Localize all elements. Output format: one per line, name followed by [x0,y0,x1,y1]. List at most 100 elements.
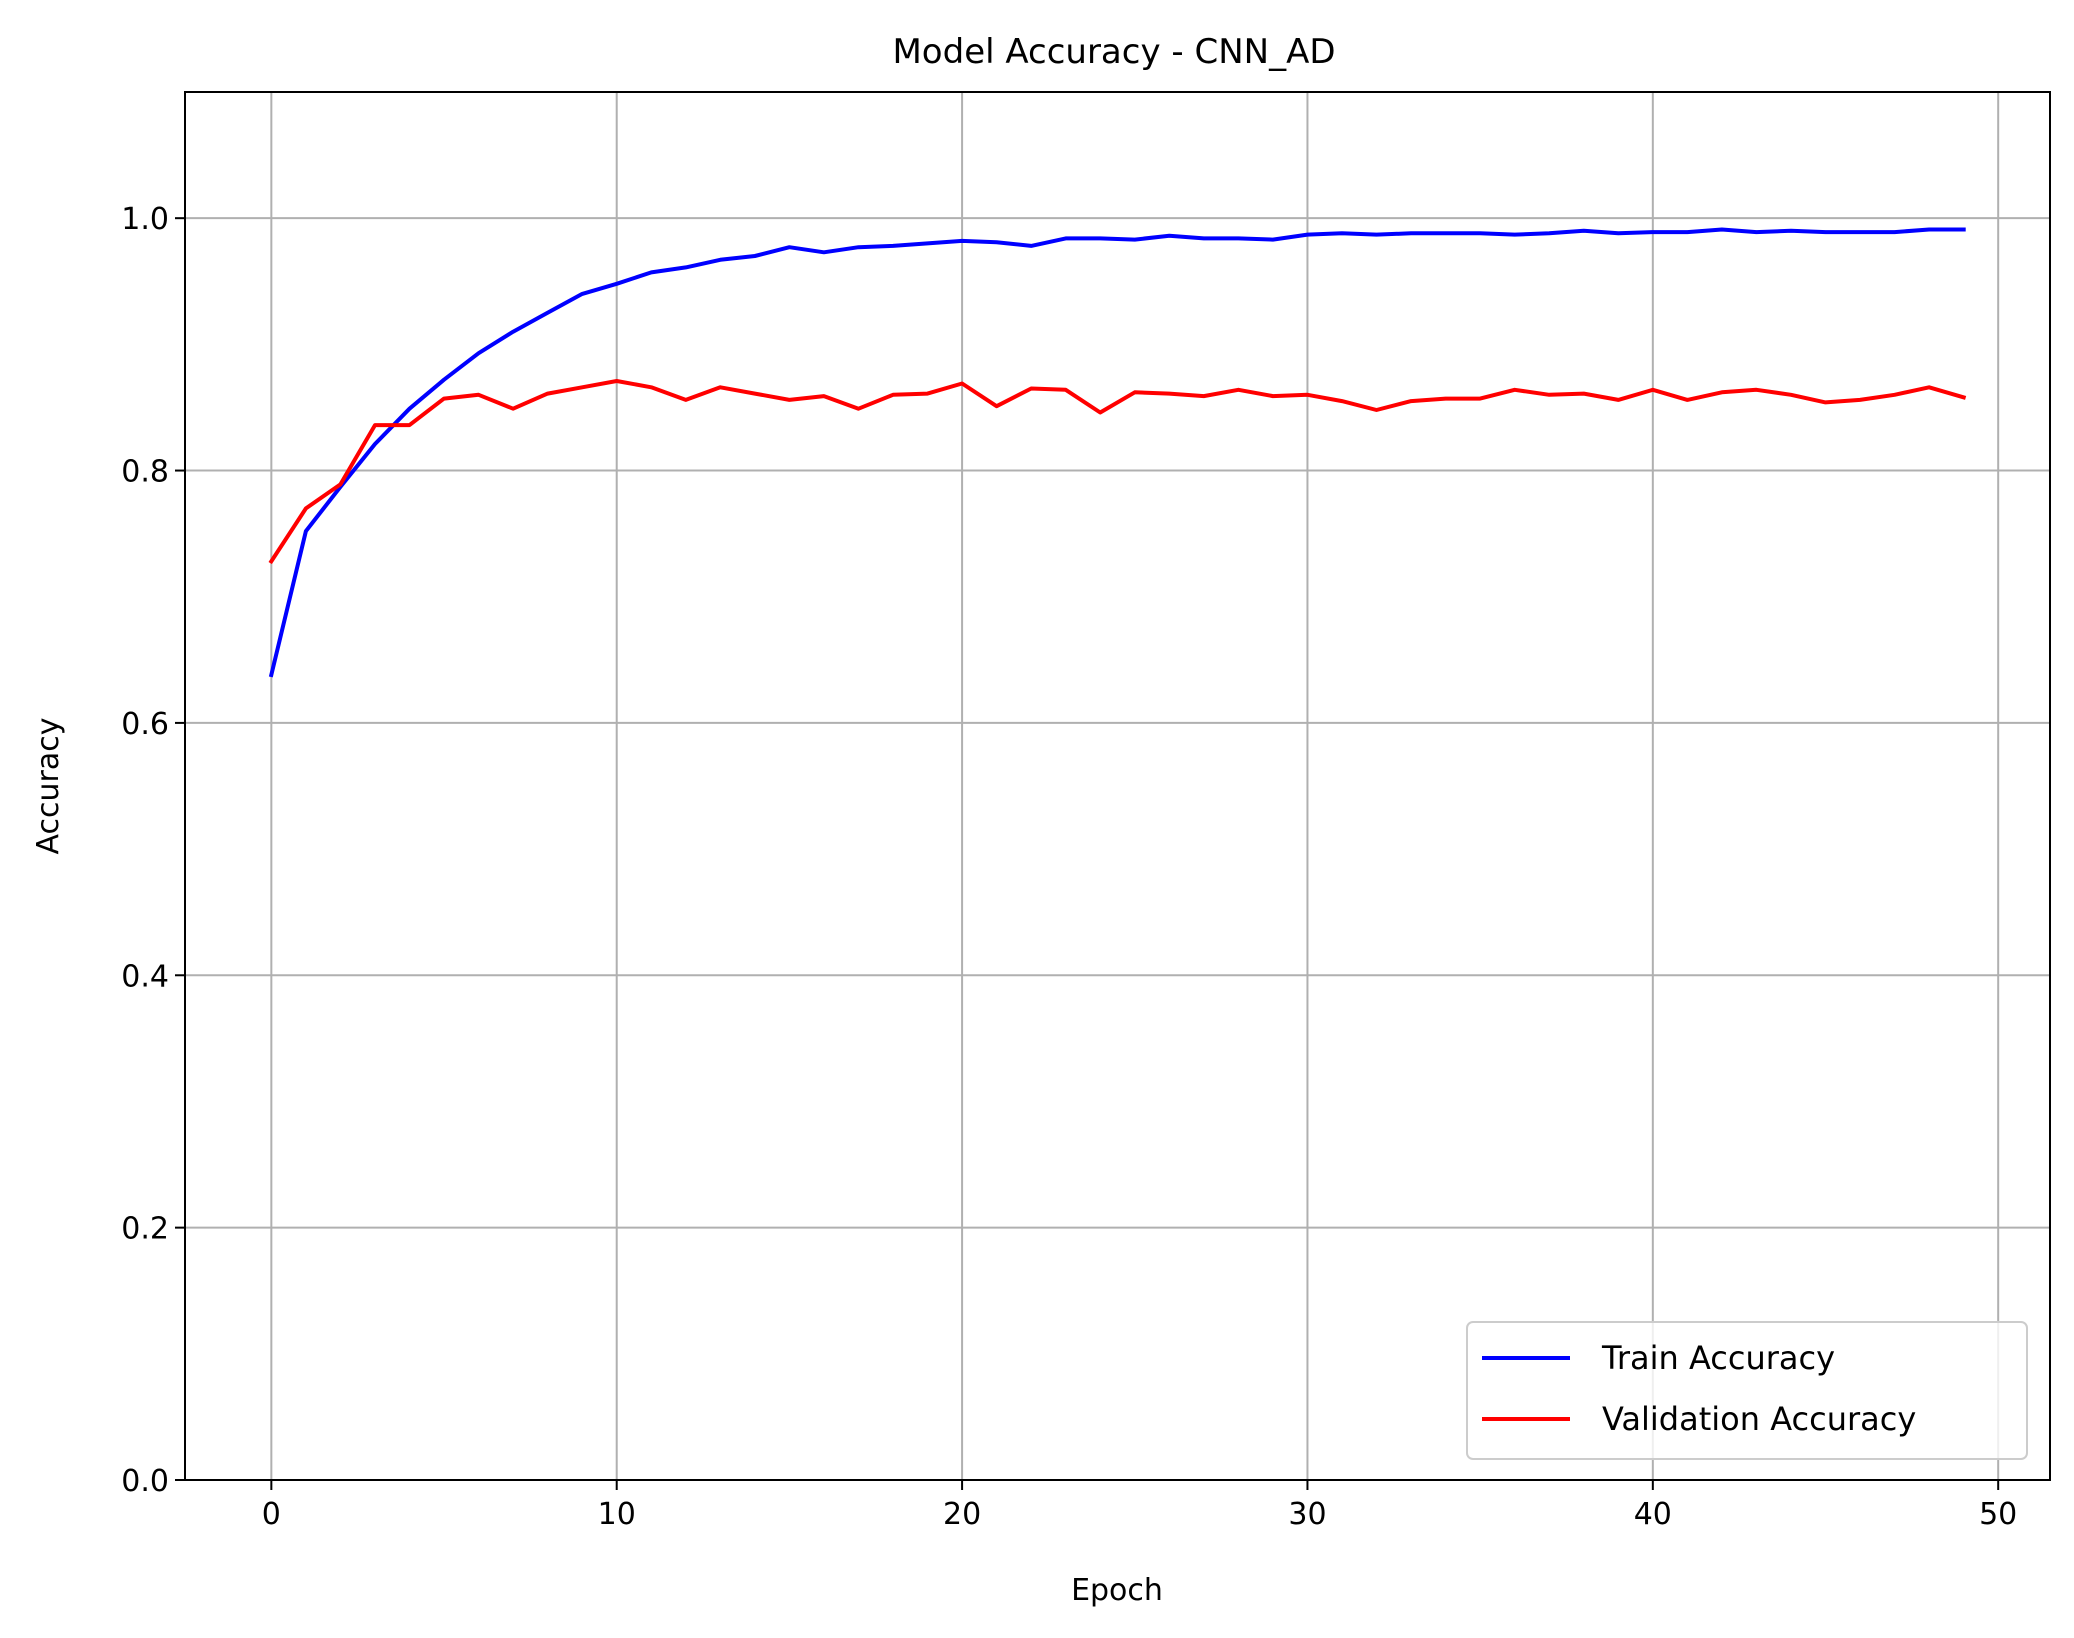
data-point-train [511,330,515,334]
data-point-validation [1754,388,1758,392]
data-point-train [1409,231,1413,235]
data-point-validation [1098,411,1102,415]
data-point-train [1236,236,1240,240]
data-point-train [1340,231,1344,235]
plot-frame [184,91,2051,1481]
data-point-train [1444,231,1448,235]
data-point-validation [546,392,550,396]
y-tick-label: 0.0 [121,1464,169,1499]
data-point-train [1167,234,1171,238]
data-point-train [1824,230,1828,234]
data-point-train [615,282,619,286]
data-point-validation [960,381,964,385]
data-point-validation [477,393,481,397]
data-point-validation [442,397,446,401]
x-axis-label: Epoch [1071,1573,1163,1608]
y-tick-label: 0.4 [121,959,169,994]
data-point-train [1305,233,1309,237]
y-tick-label: 0.2 [121,1212,169,1247]
data-point-validation [1858,398,1862,402]
data-point-train [407,407,411,411]
x-tick-label: 10 [598,1497,636,1532]
data-point-train [1962,228,1966,232]
data-point-validation [718,385,722,389]
data-point-validation [304,506,308,510]
data-point-validation [891,393,895,397]
y-tick-label: 0.6 [121,707,169,742]
data-point-train [891,244,895,248]
data-point-validation [373,423,377,427]
data-point-validation [822,394,826,398]
data-point-train [1133,238,1137,242]
data-point-train [1271,238,1275,242]
data-point-train [1616,231,1620,235]
data-point-train [1754,230,1758,234]
data-point-validation [1685,398,1689,402]
x-tick-label: 0 [262,1497,281,1532]
y-tick-label: 1.0 [121,202,169,237]
data-point-train [787,245,791,249]
data-point-train [373,442,377,446]
data-point-train [1029,244,1033,248]
x-tick-label: 40 [1634,1497,1672,1532]
data-point-validation [649,385,653,389]
chart-title: Model Accuracy - CNN_AD [892,32,1335,72]
data-point-validation [1478,397,1482,401]
data-point-train [546,311,550,315]
x-tick-label: 20 [943,1497,981,1532]
data-point-train [1202,236,1206,240]
x-tick-label: 30 [1288,1497,1326,1532]
data-point-validation [1375,408,1379,412]
data-point-train [304,529,308,533]
data-point-validation [1444,397,1448,401]
data-point-train [477,351,481,355]
data-point-validation [511,407,515,411]
data-point-validation [1513,388,1517,392]
data-point-validation [1651,388,1655,392]
series-layer [268,227,1967,678]
data-point-validation [1927,385,1931,389]
data-point-train [1927,228,1931,232]
data-point-validation [1789,393,1793,397]
data-point-validation [1202,394,1206,398]
data-point-validation [1547,393,1551,397]
series-line-train [268,227,1966,678]
data-point-train [580,292,584,296]
data-point-train [960,239,964,243]
data-point-validation [753,392,757,396]
data-point-train [1375,233,1379,237]
x-tick-label: 50 [1979,1497,2017,1532]
data-point-validation [1962,395,1966,399]
data-point-train [1858,230,1862,234]
data-point-validation [1824,400,1828,404]
data-point-train [1513,233,1517,237]
data-point-validation [1340,399,1344,403]
legend-label-train: Train Accuracy [1601,1339,1835,1377]
data-point-validation [684,398,688,402]
data-point-validation [1064,388,1068,392]
data-point-validation [338,482,342,486]
legend: Train Accuracy Validation Accuracy [1466,1321,2028,1460]
data-point-train [684,265,688,269]
data-point-train [1478,231,1482,235]
data-point-train [1064,236,1068,240]
y-tick-label: 0.8 [121,455,169,490]
data-point-validation [580,385,584,389]
data-point-train [1685,230,1689,234]
data-point-validation [1167,392,1171,396]
data-point-train [856,245,860,249]
data-point-validation [407,423,411,427]
data-point-validation [1029,387,1033,391]
data-point-train [649,270,653,274]
data-point-validation [1133,390,1137,394]
data-point-validation [787,398,791,402]
data-point-train [718,258,722,262]
legend-label-validation: Validation Accuracy [1602,1400,1916,1438]
data-point-train [753,254,757,258]
data-point-train [1098,236,1102,240]
grid-lines [185,92,2050,1481]
data-point-validation [1616,398,1620,402]
legend-box [1466,1321,2028,1460]
data-point-validation [926,392,930,396]
